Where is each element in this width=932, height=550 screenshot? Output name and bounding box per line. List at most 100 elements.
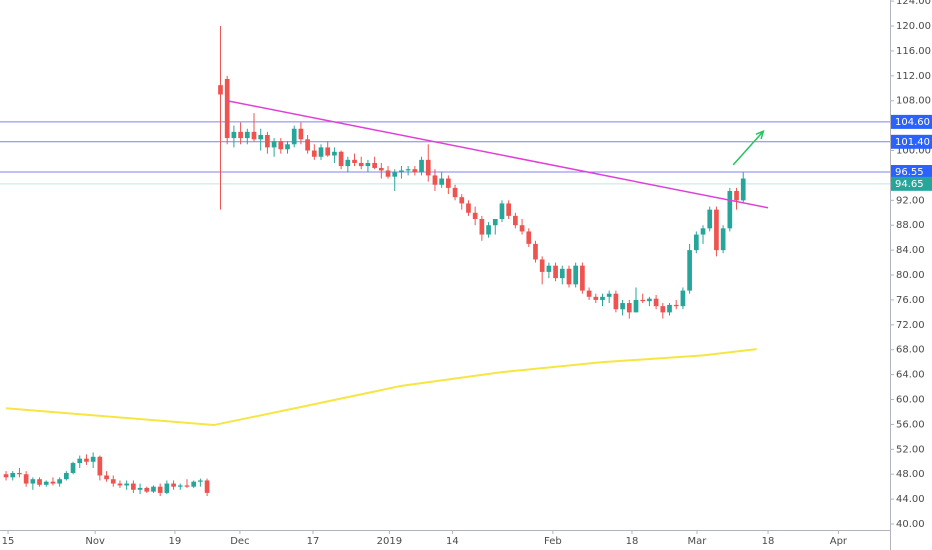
candle-body bbox=[680, 290, 686, 307]
candle-body bbox=[90, 456, 96, 462]
x-tick-label: Apr bbox=[830, 536, 848, 547]
candle-body bbox=[378, 167, 384, 171]
y-tick-label: 64.00 bbox=[896, 370, 925, 381]
candle-body bbox=[298, 128, 304, 140]
candle-body bbox=[97, 456, 103, 476]
candle-body bbox=[110, 479, 116, 484]
candle-body bbox=[77, 458, 83, 464]
price-level-box bbox=[891, 176, 932, 191]
candle-body bbox=[405, 169, 411, 171]
y-tick-label: 40.00 bbox=[896, 519, 925, 530]
candle-body bbox=[117, 483, 123, 486]
candle-body bbox=[693, 234, 699, 251]
price-level-box bbox=[891, 134, 932, 149]
y-tick-label: 44.00 bbox=[896, 494, 925, 505]
candle-body bbox=[734, 190, 739, 201]
candle-body bbox=[707, 209, 713, 229]
candle-body bbox=[419, 159, 424, 173]
candle-body bbox=[191, 481, 197, 487]
moving-average bbox=[5, 348, 757, 427]
candle-body bbox=[184, 485, 190, 487]
candle-body bbox=[37, 479, 42, 485]
candle-body bbox=[459, 197, 465, 204]
candle-body bbox=[385, 170, 391, 177]
candle-body bbox=[124, 483, 130, 486]
y-tick-label: 56.00 bbox=[896, 419, 925, 430]
candle-body bbox=[332, 151, 337, 156]
candle-body bbox=[519, 225, 525, 232]
candle-body bbox=[392, 172, 398, 177]
y-tick-label: 124.00 bbox=[896, 0, 931, 7]
candle-body bbox=[10, 472, 16, 478]
candle-body bbox=[586, 290, 592, 297]
candle-body bbox=[157, 486, 163, 493]
candle-body bbox=[251, 131, 257, 140]
candle-body bbox=[687, 250, 692, 291]
candle-body bbox=[606, 293, 612, 297]
candle-body bbox=[291, 128, 297, 145]
candle-body bbox=[626, 303, 632, 313]
candle-body bbox=[365, 162, 371, 167]
candle-body bbox=[653, 298, 659, 307]
candle-body bbox=[714, 209, 719, 251]
candle-body bbox=[486, 225, 491, 235]
x-tick-label: 15 bbox=[2, 536, 15, 547]
candle-body bbox=[492, 218, 498, 226]
arrow bbox=[732, 129, 765, 166]
candle-body bbox=[278, 141, 284, 150]
candle-body bbox=[244, 131, 250, 139]
y-tick-label: 120.00 bbox=[896, 21, 931, 32]
candle-body bbox=[151, 486, 156, 492]
candle-body bbox=[620, 303, 625, 310]
candle-body bbox=[305, 139, 310, 151]
candle-body bbox=[338, 151, 344, 167]
x-tick-label: Mar bbox=[688, 536, 708, 547]
candle-body bbox=[613, 293, 619, 310]
y-tick-label: 68.00 bbox=[896, 345, 925, 356]
candle-body bbox=[559, 268, 565, 279]
y-tick-label: 116.00 bbox=[896, 46, 931, 57]
candle-body bbox=[171, 483, 176, 487]
candle-body bbox=[104, 475, 109, 480]
price-level-label: 101.40 bbox=[895, 137, 930, 148]
x-tick-label: Feb bbox=[544, 536, 562, 547]
candle-body bbox=[17, 472, 22, 475]
candle-body bbox=[218, 85, 223, 95]
y-tick-label: 112.00 bbox=[896, 71, 931, 82]
x-tick-label: Dec bbox=[230, 536, 249, 547]
x-tick-label: 19 bbox=[169, 536, 182, 547]
candle-body bbox=[580, 265, 585, 291]
candle-body bbox=[399, 170, 404, 173]
x-tick-label: 17 bbox=[307, 536, 320, 547]
price-level-label: 96.55 bbox=[895, 167, 924, 178]
candle-body bbox=[566, 268, 572, 285]
price-level-label: 94.65 bbox=[895, 179, 924, 190]
candle-body bbox=[600, 296, 605, 300]
candle-body bbox=[258, 134, 264, 140]
candle-body bbox=[204, 480, 210, 493]
candle-body bbox=[198, 480, 203, 482]
x-tick-label: 18 bbox=[626, 536, 639, 547]
candle-body bbox=[345, 159, 351, 167]
candle-body bbox=[700, 228, 706, 235]
x-tick-label: 2019 bbox=[377, 536, 402, 547]
candle-body bbox=[660, 306, 666, 313]
candle-body bbox=[358, 162, 364, 167]
trend-line bbox=[227, 99, 769, 209]
candle-body bbox=[311, 150, 317, 157]
candle-body bbox=[439, 178, 444, 185]
price-level-label: 104.60 bbox=[895, 117, 930, 128]
candle-body bbox=[526, 231, 532, 244]
y-tick-label: 52.00 bbox=[896, 444, 925, 455]
candle-body bbox=[727, 190, 733, 229]
candle-body bbox=[472, 212, 478, 219]
candle-body bbox=[740, 178, 746, 201]
candle-body bbox=[271, 141, 277, 148]
y-tick-label: 72.00 bbox=[896, 320, 925, 331]
candle-body bbox=[30, 479, 36, 484]
candle-body bbox=[231, 131, 237, 139]
y-tick-label: 92.00 bbox=[896, 195, 925, 206]
candle-body bbox=[64, 472, 69, 480]
